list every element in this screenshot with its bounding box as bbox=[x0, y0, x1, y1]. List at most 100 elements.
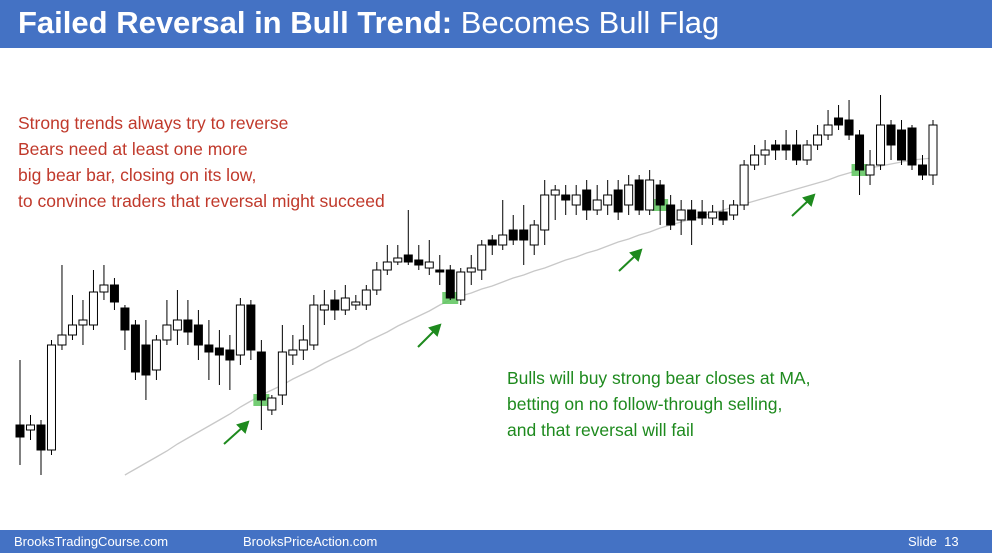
candle-body bbox=[498, 234, 508, 246]
candle-body bbox=[298, 339, 308, 351]
candle-body bbox=[162, 324, 172, 341]
candle-body bbox=[624, 184, 634, 206]
arrow-head bbox=[428, 323, 442, 337]
candle-body bbox=[393, 257, 403, 263]
candle-body bbox=[613, 189, 623, 213]
candle-body bbox=[130, 324, 140, 373]
candle-body bbox=[309, 304, 319, 346]
candle-body bbox=[424, 261, 434, 269]
candle-body bbox=[57, 334, 67, 346]
candle-body bbox=[141, 344, 151, 376]
note-line: Strong trends always try to reverse bbox=[18, 113, 289, 133]
note-line: and that reversal will fail bbox=[507, 420, 694, 440]
arrow-head bbox=[629, 248, 643, 262]
footer-left: BrooksTradingCourse.com bbox=[14, 534, 169, 549]
note-line: betting on no follow-through selling, bbox=[507, 394, 783, 414]
footer: BrooksTradingCourse.com BrooksPriceActio… bbox=[0, 530, 992, 553]
footer-center: BrooksPriceAction.com bbox=[243, 534, 378, 549]
candle-body bbox=[36, 424, 46, 451]
candle-body bbox=[855, 134, 865, 171]
candle-body bbox=[466, 267, 476, 273]
candle-body bbox=[918, 164, 928, 176]
arrow-head bbox=[802, 193, 816, 207]
candle-body bbox=[277, 351, 287, 396]
candle-body bbox=[844, 119, 854, 136]
candle-body bbox=[687, 209, 697, 221]
candle-body bbox=[582, 189, 592, 211]
arrow-head bbox=[236, 420, 250, 434]
candle-body bbox=[456, 271, 466, 301]
note-line: Bulls will buy strong bear closes at MA, bbox=[507, 368, 811, 388]
candle-body bbox=[676, 209, 686, 221]
candle-body bbox=[319, 304, 329, 311]
candle-body bbox=[487, 239, 497, 246]
candle-body bbox=[246, 304, 256, 351]
candle-body bbox=[15, 424, 25, 438]
candle-body bbox=[193, 324, 203, 346]
header: Failed Reversal in Bull Trend: Becomes B… bbox=[0, 0, 992, 48]
candle-body bbox=[592, 199, 602, 211]
candle-body bbox=[225, 349, 235, 361]
candle-body bbox=[865, 164, 875, 176]
footer-right: Slide 13 bbox=[908, 534, 959, 549]
candle-body bbox=[561, 194, 571, 201]
title-bold: Failed Reversal in Bull Trend: bbox=[18, 5, 453, 40]
candle-body bbox=[351, 301, 361, 306]
candle-body bbox=[172, 319, 182, 331]
candle-body bbox=[214, 347, 224, 356]
candle-body bbox=[603, 194, 613, 206]
candle-body bbox=[414, 259, 424, 266]
candle-body bbox=[655, 184, 665, 206]
candle-body bbox=[120, 307, 130, 331]
candle-body bbox=[886, 124, 896, 146]
candle-body bbox=[204, 344, 214, 353]
candle-body bbox=[372, 269, 382, 291]
bulls-note: Bulls will buy strong bear closes at MA,… bbox=[507, 365, 810, 443]
candle-body bbox=[897, 129, 907, 161]
candle-body bbox=[823, 124, 833, 136]
candle-body bbox=[382, 261, 392, 271]
candle-body bbox=[708, 211, 718, 219]
candle-body bbox=[666, 204, 676, 226]
candle-body bbox=[760, 149, 770, 156]
candle-body bbox=[907, 127, 917, 166]
candle-body bbox=[645, 179, 655, 211]
candle-body bbox=[267, 397, 277, 411]
candle-body bbox=[508, 229, 518, 241]
candle-body bbox=[477, 244, 487, 271]
candle-body bbox=[813, 134, 823, 146]
candle-body bbox=[151, 339, 161, 371]
candle-body bbox=[340, 297, 350, 311]
candle-body bbox=[403, 254, 413, 263]
candle-body bbox=[288, 349, 298, 356]
candle-body bbox=[256, 351, 266, 401]
candle-body bbox=[88, 291, 98, 326]
candle-body bbox=[183, 319, 193, 333]
candle-body bbox=[435, 269, 445, 273]
candle-body bbox=[697, 211, 707, 219]
note-line: Bears need at least one more bbox=[18, 139, 248, 159]
candle-body bbox=[46, 344, 56, 451]
candle-body bbox=[771, 144, 781, 151]
candle-body bbox=[361, 289, 371, 306]
candle-body bbox=[781, 144, 791, 151]
candle-body bbox=[67, 324, 77, 336]
candle-body bbox=[330, 299, 340, 311]
candle-body bbox=[78, 319, 88, 326]
candle-body bbox=[729, 204, 739, 216]
candle-body bbox=[876, 124, 886, 166]
candle-body bbox=[109, 284, 119, 303]
candle-body bbox=[792, 144, 802, 161]
candle-body bbox=[834, 117, 844, 126]
candle-body bbox=[750, 154, 760, 166]
candle-body bbox=[802, 144, 812, 161]
candle-body bbox=[540, 194, 550, 231]
title-rest: Becomes Bull Flag bbox=[460, 5, 720, 40]
candle-body bbox=[519, 229, 529, 241]
candle-body bbox=[25, 424, 35, 431]
candle-body bbox=[718, 211, 728, 221]
candle-body bbox=[529, 224, 539, 246]
chart bbox=[15, 95, 938, 476]
candle-body bbox=[550, 189, 560, 196]
